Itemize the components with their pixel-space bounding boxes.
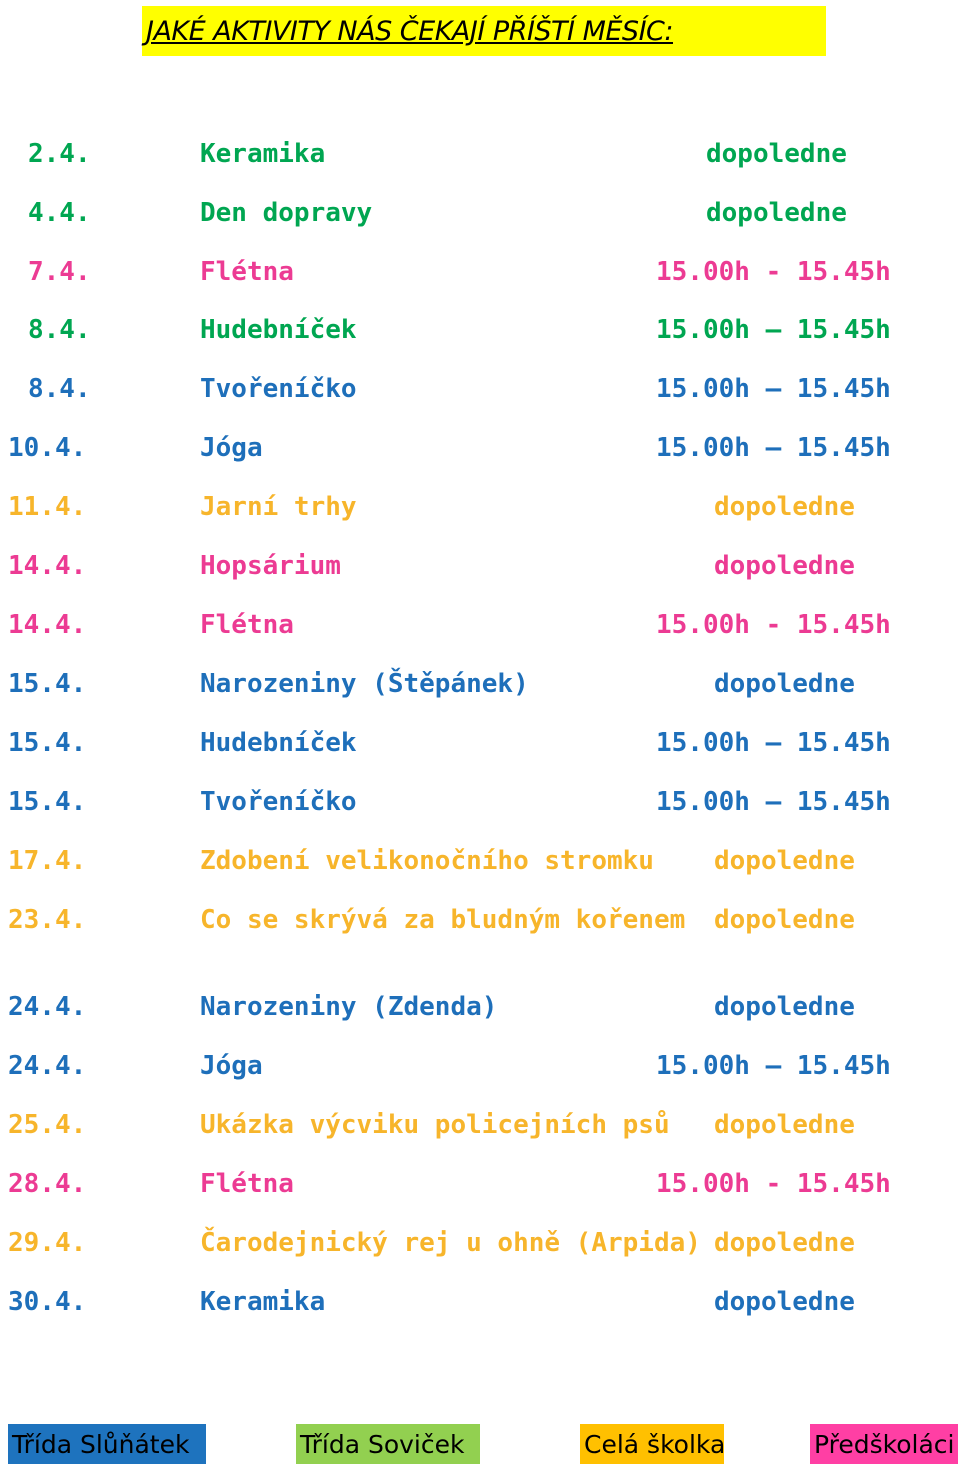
activity-row: 30.4. Keramika dopoledne (0, 1284, 960, 1320)
activity-name: Hudebníček (200, 315, 357, 345)
activity-row: 11.4. Jarní trhy dopoledne (0, 489, 960, 525)
activity-row: 29.4. Čarodejnický rej u ohně (Arpida) dop… (0, 1225, 960, 1261)
activity-date: 10.4. (8, 433, 87, 463)
page-title: JAKÉ AKTIVITY NÁS ČEKAJÍ PŘÍŠTÍ MĚSÍC: (142, 6, 826, 56)
activity-name: Tvořeníčko (200, 787, 357, 817)
activity-time: dopoledne (706, 139, 847, 169)
activity-time: dopoledne (706, 198, 847, 228)
activity-name: Tvořeníčko (200, 374, 357, 404)
activity-row: 10.4. Jóga 15.00h – 15.45h (0, 430, 960, 466)
activity-time: dopoledne (714, 1228, 855, 1258)
activity-row: 24.4. Jóga 15.00h – 15.45h (0, 1048, 960, 1084)
activity-date: 29.4. (8, 1228, 87, 1258)
activity-name: Flétna (200, 1169, 294, 1199)
activity-date: 8.4. (28, 315, 91, 345)
activity-row: 8.4. Tvořeníčko 15.00h – 15.45h (0, 371, 960, 407)
activity-name: Co se skrývá za bludným kořenem (200, 905, 686, 935)
activity-date: 8.4. (28, 374, 91, 404)
activity-name: Keramika (200, 139, 326, 169)
activity-row: 7.4. Flétna 15.00h - 15.45h (0, 254, 960, 290)
activity-name: Jóga (200, 433, 263, 463)
activity-time: 15.00h – 15.45h (656, 433, 891, 463)
activity-time: dopoledne (714, 1287, 855, 1317)
activity-row: 2.4. Keramika dopoledne (0, 136, 960, 172)
activity-date: 17.4. (8, 846, 87, 876)
activity-date: 25.4. (8, 1110, 87, 1140)
activity-time: dopoledne (714, 992, 855, 1022)
activity-row: 15.4. Tvořeníčko 15.00h – 15.45h (0, 784, 960, 820)
activity-date: 14.4. (8, 551, 87, 581)
activity-row: 23.4. Co se skrývá za bludným kořenem dopo… (0, 902, 960, 938)
activity-date: 23.4. (8, 905, 87, 935)
activity-date: 24.4. (8, 1051, 87, 1081)
activity-row: 8.4. Hudebníček 15.00h – 15.45h (0, 312, 960, 348)
activity-time: 15.00h - 15.45h (656, 1169, 891, 1199)
activity-row: 15.4. Hudebníček 15.00h – 15.45h (0, 725, 960, 761)
activity-name: Flétna (200, 610, 294, 640)
activity-date: 15.4. (8, 728, 87, 758)
activity-row: 17.4. Zdobení velikonočního stromku dopole… (0, 843, 960, 879)
activity-name: Ukázka výcviku policejních psů (200, 1110, 670, 1140)
activity-date: 4.4. (28, 198, 91, 228)
activity-row: 14.4. Hopsárium dopoledne (0, 548, 960, 584)
activity-date: 11.4. (8, 492, 87, 522)
activity-name: Jóga (200, 1051, 263, 1081)
activity-date: 24.4. (8, 992, 87, 1022)
legend-item: Celá školka (580, 1424, 724, 1464)
activity-name: Narozeniny (Zdenda) (200, 992, 498, 1022)
activity-row: 4.4. Den dopravy dopoledne (0, 195, 960, 231)
activity-row: 28.4. Flétna 15.00h - 15.45h (0, 1166, 960, 1202)
activity-time: 15.00h - 15.45h (656, 610, 891, 640)
activity-name: Keramika (200, 1287, 326, 1317)
activity-time: dopoledne (714, 669, 855, 699)
activity-time: dopoledne (714, 1110, 855, 1140)
activity-time: 15.00h – 15.45h (656, 374, 891, 404)
activity-name: Narozeniny (Štěpánek) (200, 669, 529, 699)
activity-date: 14.4. (8, 610, 87, 640)
activity-name: Den dopravy (200, 198, 373, 228)
activity-date: 7.4. (28, 257, 91, 287)
activity-row: 24.4. Narozeniny (Zdenda) dopoledne (0, 989, 960, 1025)
legend-item: Třída Slůňátek (8, 1424, 206, 1464)
activity-time: 15.00h – 15.45h (656, 787, 891, 817)
legend-item: Třída Soviček (296, 1424, 480, 1464)
activity-row: 25.4. Ukázka výcviku policejních psů dopol… (0, 1107, 960, 1143)
activity-date: 2.4. (28, 139, 91, 169)
activity-name: Čarodejnický rej u ohně (Arpida) (200, 1228, 701, 1258)
activity-time: 15.00h - 15.45h (656, 257, 891, 287)
activity-date: 30.4. (8, 1287, 87, 1317)
activity-time: dopoledne (714, 551, 855, 581)
activity-date: 15.4. (8, 787, 87, 817)
activity-name: Zdobení velikonočního stromku (200, 846, 654, 876)
legend-item: Předškoláci (810, 1424, 958, 1464)
activity-row: 15.4. Narozeniny (Štěpánek) dopoledne (0, 666, 960, 702)
activity-name: Jarní trhy (200, 492, 357, 522)
activity-time: 15.00h – 15.45h (656, 315, 891, 345)
activity-row: 14.4. Flétna 15.00h - 15.45h (0, 607, 960, 643)
activity-date: 28.4. (8, 1169, 87, 1199)
activity-time: dopoledne (714, 905, 855, 935)
activity-name: Hopsárium (200, 551, 341, 581)
activity-name: Hudebníček (200, 728, 357, 758)
activity-time: 15.00h – 15.45h (656, 1051, 891, 1081)
activity-time: dopoledne (714, 846, 855, 876)
activity-name: Flétna (200, 257, 294, 287)
activity-time: 15.00h – 15.45h (656, 728, 891, 758)
activity-date: 15.4. (8, 669, 87, 699)
activity-time: dopoledne (714, 492, 855, 522)
